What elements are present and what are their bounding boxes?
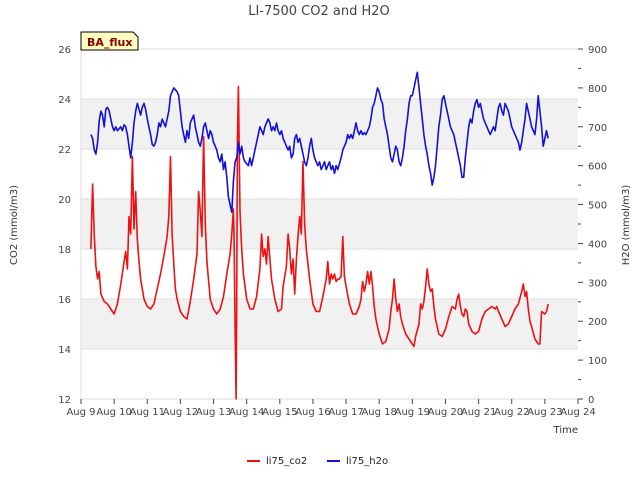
plot-area	[80, 48, 578, 400]
y-left-tick-label: 18	[58, 245, 71, 256]
x-tick-label: Aug 16	[295, 407, 330, 418]
y-right-tick-label: 400	[588, 239, 607, 250]
y-left-tick-label: 20	[58, 195, 71, 206]
x-axis-title: Time	[553, 425, 578, 436]
legend-label-co2: li75_co2	[266, 456, 307, 467]
y-right-tick-label: 0	[588, 395, 594, 406]
badge-box	[80, 31, 139, 51]
x-tick-label: Aug 9	[66, 407, 95, 418]
background-band	[81, 199, 578, 249]
y-left-tick-label: 22	[58, 145, 71, 156]
y-right-tick-label: 100	[588, 356, 607, 367]
x-tick-label: Aug 11	[130, 407, 165, 418]
x-tick-label: Aug 21	[461, 407, 496, 418]
x-tick-label: Aug 19	[395, 407, 430, 418]
y-axis-right-title: H2O (mmol/m3)	[621, 185, 632, 266]
x-tick-label: Aug 24	[560, 407, 595, 418]
x-tick-label: Aug 12	[163, 407, 198, 418]
y-right-tick-label: 300	[588, 278, 607, 289]
y-right-tick-label: 700	[588, 123, 607, 134]
y-right-tick-label: 600	[588, 162, 607, 173]
legend-label-h2o: li75_h2o	[346, 456, 388, 467]
x-tick-label: Aug 10	[96, 407, 131, 418]
badge-label: BA_flux	[87, 36, 132, 49]
y-right-tick-label: 900	[588, 45, 607, 56]
x-tick-label: Aug 15	[262, 407, 297, 418]
background-band	[81, 299, 578, 349]
x-tick-label: Aug 22	[494, 407, 529, 418]
y-left-tick-label: 14	[58, 345, 71, 356]
y-left-tick-label: 12	[58, 395, 71, 406]
y-left-tick-label: 24	[58, 95, 71, 106]
x-tick-label: Aug 14	[229, 407, 264, 418]
series-lines	[90, 71, 549, 400]
legend: li75_co2 li75_h2o	[247, 456, 388, 467]
series-line-li75_co2	[90, 85, 549, 400]
badge: BA_flux	[80, 31, 139, 51]
background-bands	[81, 99, 578, 349]
y-right-tick-label: 800	[588, 84, 607, 95]
axes: 12 14 16 18 20 22 24 26 0 100 200 300 400 500 600 700 80…	[58, 45, 607, 418]
x-tick-label: Aug 18	[361, 407, 396, 418]
y-right-tick-label: 200	[588, 317, 607, 328]
y-axis-left-title: CO2 (mmol/m3)	[9, 185, 20, 265]
y-left-tick-label: 26	[58, 45, 71, 56]
x-tick-label: Aug 13	[196, 407, 231, 418]
y-right-tick-label: 500	[588, 201, 607, 212]
y-left-tick-label: 16	[58, 295, 71, 306]
x-tick-label: Aug 23	[527, 407, 562, 418]
x-tick-label: Aug 17	[328, 407, 363, 418]
x-tick-label: Aug 20	[428, 407, 463, 418]
chart-title: LI-7500 CO2 and H2O	[248, 4, 390, 19]
series-line-li75_h2o	[90, 71, 549, 214]
